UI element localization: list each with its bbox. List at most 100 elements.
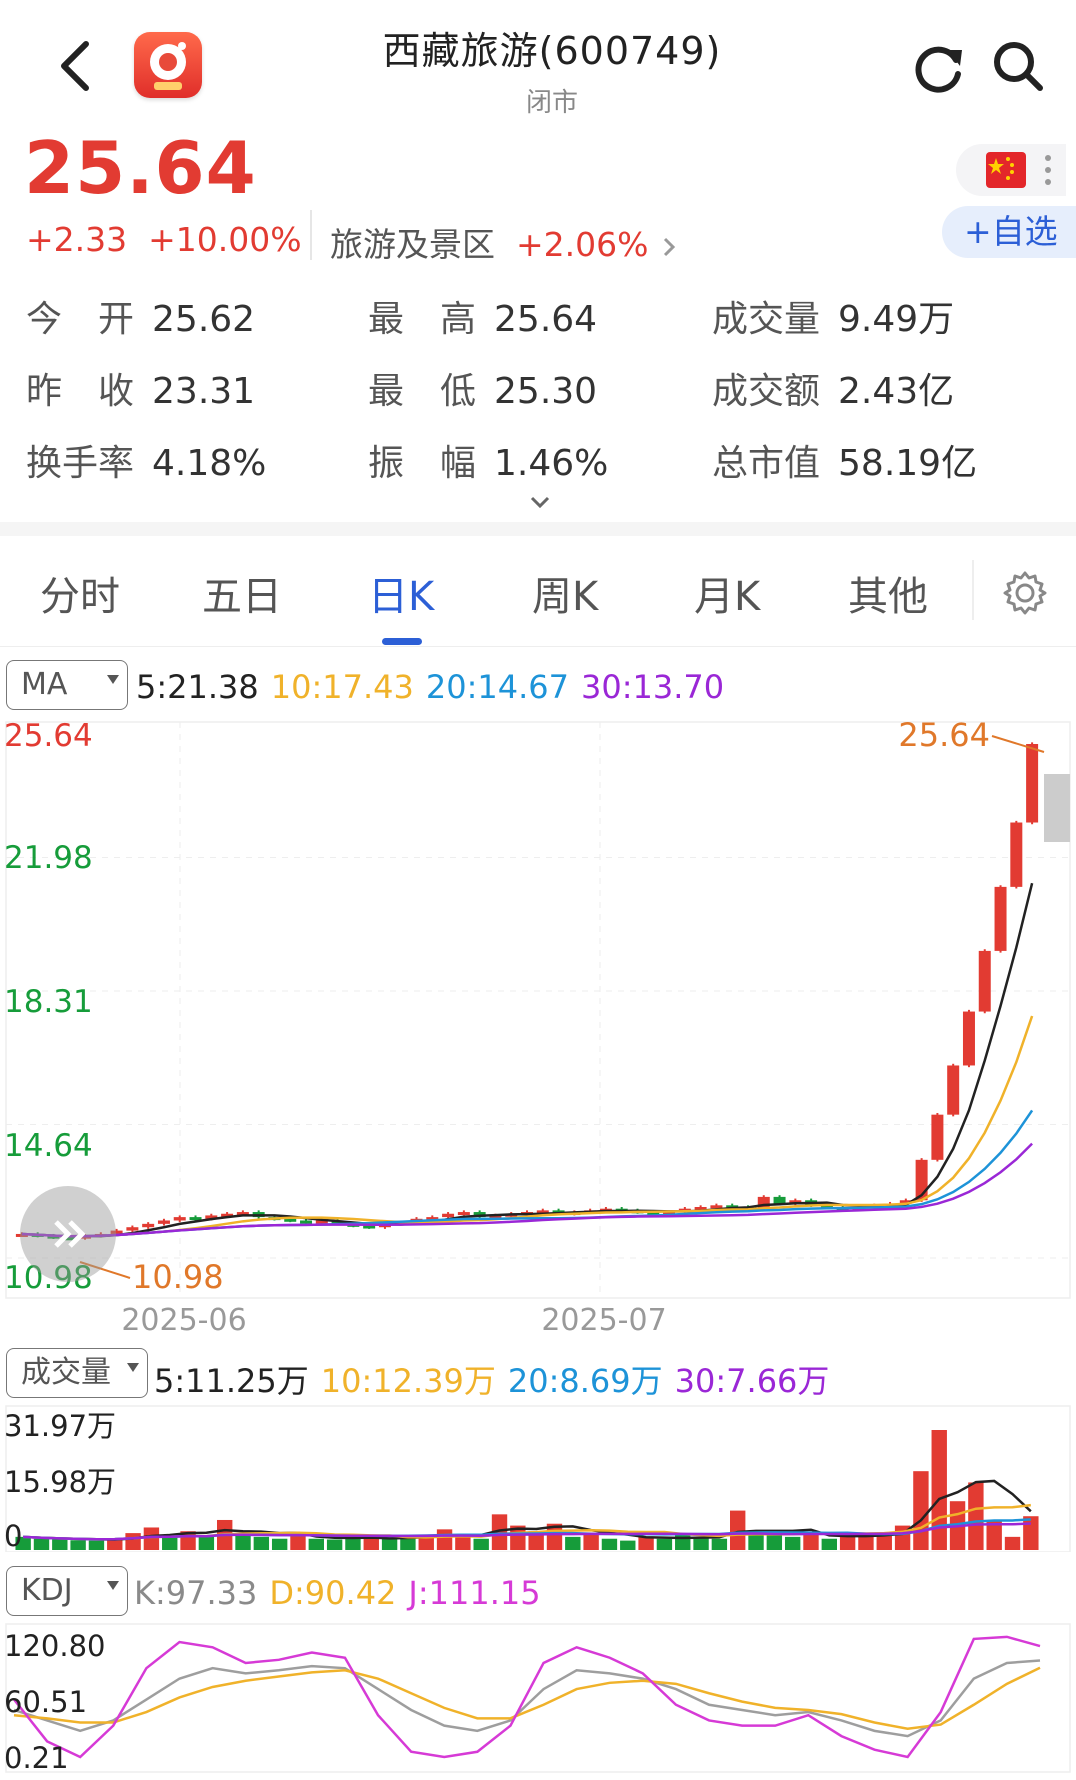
- volume-bar: [766, 1534, 783, 1550]
- tab-1[interactable]: 五日: [202, 574, 282, 620]
- volume-bar: [400, 1536, 416, 1550]
- volume-bar: [15, 1536, 31, 1550]
- sector-change: +2.06%: [515, 225, 649, 264]
- kdj-d-line: [13, 1666, 1041, 1731]
- kdj-chart[interactable]: 120.80 60.51 0.21: [0, 1622, 1076, 1774]
- stat-label: 最 低: [368, 371, 477, 412]
- candle-body: [647, 1212, 660, 1216]
- stat-label: 振 幅: [368, 443, 477, 484]
- y-tick-label: 0.21: [4, 1741, 69, 1774]
- volume-bar: [107, 1538, 123, 1550]
- divider: [310, 210, 312, 260]
- volume-bar: [290, 1534, 306, 1550]
- volume-bar: [198, 1536, 215, 1550]
- vol-ma30-value: 30:7.66万: [674, 1362, 830, 1400]
- volume-bar: [876, 1533, 892, 1550]
- add-watchlist-button[interactable]: +自选: [942, 206, 1076, 258]
- kdj-k-value: K:97.33: [134, 1574, 258, 1612]
- ma5-line: [21, 882, 1034, 1238]
- tab-0[interactable]: 分时: [40, 574, 120, 620]
- candle-body: [994, 886, 1007, 951]
- price-change: +2.33 +10.00%: [26, 220, 302, 259]
- stat-value: 4.18%: [152, 443, 267, 484]
- sidebar-toggle-button[interactable]: [20, 1186, 116, 1282]
- kdj-selector-label: KDJ: [21, 1573, 73, 1608]
- back-button[interactable]: [54, 36, 104, 96]
- candle-body: [789, 1200, 802, 1204]
- gear-icon: [1003, 571, 1047, 615]
- volume-bar: [1004, 1536, 1021, 1550]
- chart-period-tabs: 分时 五日 日K 周K 月K 其他: [0, 536, 1076, 647]
- stat-item: 换手率 4.18%: [26, 434, 266, 486]
- chart-settings-button[interactable]: [1000, 568, 1050, 618]
- y-tick-label: 21.98: [4, 840, 93, 876]
- x-tick-label: 2025-06: [121, 1303, 246, 1338]
- market-status: 闭市: [525, 88, 578, 118]
- volume-chart[interactable]: 31.97万 15.98万 0: [0, 1404, 1076, 1552]
- tab-5[interactable]: 其他: [848, 574, 928, 620]
- stat-label: 今 开: [26, 299, 135, 340]
- candle-body: [663, 1212, 676, 1216]
- volume-bar: [33, 1538, 50, 1550]
- vol-ma5-line: [23, 1479, 1032, 1541]
- stat-value: 23.31: [152, 371, 256, 412]
- market-flag[interactable]: [956, 144, 1066, 196]
- stat-value: 25.62: [152, 299, 256, 340]
- ma10-value: 10:17.43: [270, 668, 414, 706]
- volume-bar: [748, 1533, 764, 1550]
- ma30-value: 30:13.70: [580, 668, 725, 706]
- volume-bar: [491, 1514, 508, 1550]
- change-amount: +2.33: [26, 220, 128, 259]
- ma-selector[interactable]: MA: [6, 660, 128, 710]
- volume-bar: [308, 1538, 324, 1550]
- candle-body: [236, 1212, 249, 1216]
- volume-bar: [162, 1534, 178, 1550]
- candle-body: [157, 1220, 170, 1224]
- candle-body: [126, 1227, 139, 1231]
- kdj-k-line: [13, 1659, 1041, 1738]
- volume-bar: [436, 1529, 453, 1550]
- volume-bar: [656, 1538, 673, 1550]
- ma20-line: [21, 1109, 1034, 1238]
- volume-bar: [455, 1534, 471, 1550]
- volume-bar: [711, 1538, 728, 1550]
- tab-4[interactable]: 月K: [694, 574, 761, 620]
- search-button[interactable]: [990, 38, 1046, 94]
- kdj-j-value: J:111.15: [408, 1574, 541, 1612]
- stat-value: 58.19亿: [838, 443, 978, 484]
- ma-values: 5:21.38 10:17.43 20:14.67 30:13.70: [136, 668, 736, 706]
- tab-2[interactable]: 日K: [368, 574, 435, 620]
- dropdown-arrow-icon: [107, 1581, 119, 1590]
- candle-body: [284, 1218, 297, 1222]
- volume-bar: [803, 1533, 819, 1550]
- candle-body: [63, 1237, 76, 1241]
- refresh-button[interactable]: [910, 40, 966, 96]
- volume-selector[interactable]: 成交量: [6, 1348, 148, 1398]
- vol-ma10-value: 10:12.39万: [320, 1362, 496, 1400]
- volume-bar: [88, 1540, 105, 1550]
- sector-link[interactable]: 旅游及景区 +2.06%: [330, 218, 679, 266]
- volume-bar: [143, 1527, 160, 1550]
- candle-body: [978, 950, 991, 1012]
- y-tick-label: 18.31: [4, 984, 93, 1020]
- expand-stats-button[interactable]: [520, 490, 560, 520]
- tab-3[interactable]: 周K: [532, 574, 599, 620]
- chevron-left-icon: [61, 41, 89, 91]
- chevron-right-icon: [663, 237, 676, 256]
- stat-label: 总市值: [712, 443, 821, 484]
- y-tick-label: 14.64: [4, 1128, 93, 1164]
- y-tick-label: 120.80: [4, 1629, 105, 1663]
- volume-bar: [583, 1533, 599, 1550]
- volume-ma-values: 5:11.25万 10:12.39万 20:8.69万 30:7.66万: [154, 1356, 841, 1402]
- stat-item: 今 开 25.62: [26, 290, 255, 342]
- stat-label: 成交量: [712, 299, 821, 340]
- candle-body: [457, 1212, 470, 1216]
- kline-chart[interactable]: 25.64 21.98 18.31 14.64 10.98 2025-06 2025-07 2…: [0, 718, 1076, 1338]
- kdj-selector[interactable]: KDJ: [6, 1566, 128, 1616]
- candle-body: [189, 1217, 202, 1221]
- dropdown-arrow-icon: [107, 675, 119, 684]
- page-title: 西藏旅游(600749): [382, 29, 722, 73]
- y-tick-label: 15.98万: [4, 1465, 116, 1499]
- candle-body: [820, 1205, 833, 1209]
- candle-body: [47, 1235, 60, 1239]
